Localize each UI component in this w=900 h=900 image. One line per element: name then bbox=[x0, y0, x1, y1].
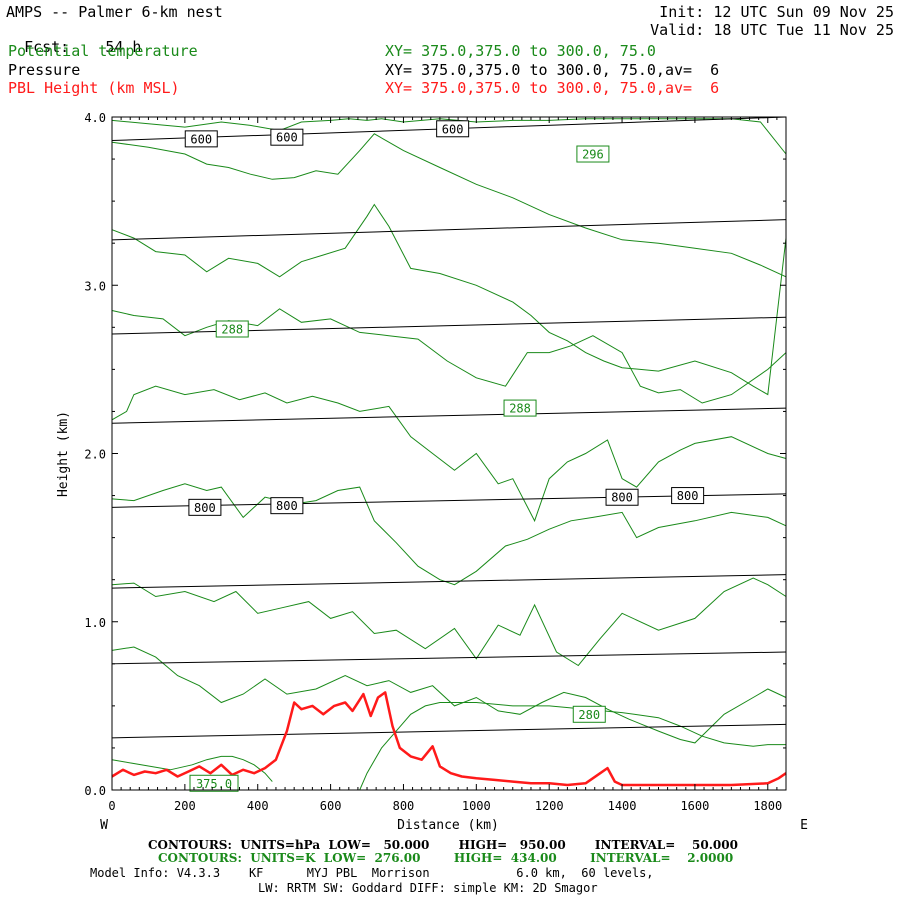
theta-label-2-box bbox=[503, 399, 537, 417]
pressure-label-0-box bbox=[184, 130, 218, 148]
x-tick-label-6: 1200 bbox=[535, 799, 564, 813]
theta-contour-4 bbox=[111, 385, 787, 523]
init-time: Init: 12 UTC Sun 09 Nov 25 bbox=[659, 3, 894, 21]
pressure-label-6: 800 bbox=[677, 489, 699, 503]
theta-label-0-box bbox=[576, 145, 610, 163]
footer-pressure-contours: CONTOURS: UNITS=hPa LOW= 50.000 HIGH= 95… bbox=[148, 838, 738, 852]
theta-contour-6 bbox=[111, 577, 787, 667]
pressure-contours bbox=[111, 116, 787, 739]
pressure-contour-850 bbox=[111, 574, 787, 589]
pressure-label-4-box bbox=[270, 497, 304, 515]
theta-contour-2 bbox=[111, 203, 787, 396]
footer-physics-info: LW: RRTM SW: Goddard DIFF: simple KM: 2D… bbox=[258, 881, 598, 895]
forecast-label: Fcst: 54 h bbox=[6, 22, 141, 56]
pressure-label-2-box bbox=[436, 120, 470, 138]
x-tick-label-7: 1400 bbox=[608, 799, 637, 813]
field-pbl-name: PBL Height (km MSL) bbox=[8, 79, 180, 97]
pressure-contour-650 bbox=[111, 219, 787, 241]
field-pbl-xy: XY= 375.0,375.0 to 300.0, 75.0,av= 6 bbox=[385, 79, 720, 97]
theta-label-4: 375.0 bbox=[196, 777, 232, 791]
theta-contour-1 bbox=[111, 133, 787, 278]
x-tick-label-8: 1600 bbox=[680, 799, 709, 813]
x-tick-label-1: 200 bbox=[174, 799, 196, 813]
theta-label-3-box bbox=[572, 705, 606, 723]
pressure-label-3-box bbox=[188, 498, 222, 516]
theta-label-1: 288 bbox=[221, 322, 243, 336]
theta-contours bbox=[111, 118, 787, 791]
valid-time: Valid: 18 UTC Tue 11 Nov 25 bbox=[650, 21, 894, 39]
y-tick-label-2: 2.0 bbox=[84, 448, 106, 462]
pressure-label-1-box bbox=[270, 128, 304, 146]
theta-contour-7 bbox=[111, 646, 787, 744]
pressure-label-0: 600 bbox=[190, 132, 212, 146]
pressure-contour-950 bbox=[111, 723, 787, 739]
theta-contour-9 bbox=[359, 702, 786, 791]
pressure-label-1: 600 bbox=[276, 131, 298, 145]
x-tick-label-2: 400 bbox=[247, 799, 269, 813]
x-tick-label-5: 1000 bbox=[462, 799, 491, 813]
y-axis-label: Height (km) bbox=[56, 411, 71, 497]
chart-title: AMPS -- Palmer 6-km nest bbox=[6, 3, 223, 21]
pressure-label-4: 800 bbox=[276, 499, 298, 513]
footer-theta-contours: CONTOURS: UNITS=K LOW= 276.00 HIGH= 434.… bbox=[158, 851, 734, 865]
pressure-label-3: 800 bbox=[194, 501, 216, 515]
pressure-label-2: 600 bbox=[442, 122, 464, 136]
x-tick-label-0: 0 bbox=[108, 799, 115, 813]
pbl-height-line bbox=[111, 691, 787, 787]
field-theta-xy: XY= 375.0,375.0 to 300.0, 75.0 bbox=[385, 42, 656, 60]
pressure-label-6-box bbox=[671, 487, 705, 505]
pressure-contour-900 bbox=[111, 651, 787, 665]
x-tick-label-9: 1800 bbox=[753, 799, 782, 813]
field-pressure-xy: XY= 375.0,375.0 to 300.0, 75.0,av= 6 bbox=[385, 61, 720, 79]
field-pressure-name: Pressure bbox=[8, 61, 81, 79]
pressure-label-5-box bbox=[605, 488, 639, 506]
theta-contour-8 bbox=[111, 755, 273, 782]
y-tick-label-0: 0.0 bbox=[84, 784, 106, 798]
x-axis-label: Distance (km) bbox=[397, 818, 499, 833]
axes: 0 200 400 600 800 1000 1200 1400 1600 1800 0.0 1.0 2… bbox=[84, 111, 786, 813]
forecast-hours: 54 h bbox=[105, 38, 142, 56]
plot-frame bbox=[111, 116, 787, 791]
theta-label-1-box bbox=[215, 320, 249, 338]
forecast-label-text: Fcst: bbox=[24, 38, 70, 56]
theta-label-3: 280 bbox=[578, 708, 600, 722]
theta-contour-5 bbox=[111, 483, 787, 586]
east-label: E bbox=[800, 818, 808, 833]
x-tick-label-3: 600 bbox=[320, 799, 342, 813]
pressure-contour-750 bbox=[111, 407, 787, 424]
theta-label-2: 288 bbox=[509, 402, 531, 416]
y-tick-label-4: 4.0 bbox=[84, 111, 106, 125]
footer-model-info: Model Info: V4.3.3 KF MYJ PBL Morrison 6… bbox=[90, 866, 654, 880]
pressure-label-5: 800 bbox=[611, 491, 633, 505]
theta-label-4-box bbox=[189, 774, 239, 792]
theta-label-0: 296 bbox=[582, 148, 604, 162]
y-tick-label-1: 1.0 bbox=[84, 616, 106, 630]
x-tick-label-4: 800 bbox=[393, 799, 415, 813]
contour-labels: 600 600 600 800 800 800 800 296 288 288 280 375.0 bbox=[184, 120, 705, 792]
field-theta-name: Potential temperature bbox=[8, 42, 198, 60]
theta-contour-3 bbox=[111, 308, 787, 404]
pbl-height-series bbox=[111, 691, 787, 787]
west-label: W bbox=[100, 818, 108, 833]
y-tick-label-3: 3.0 bbox=[84, 279, 106, 293]
